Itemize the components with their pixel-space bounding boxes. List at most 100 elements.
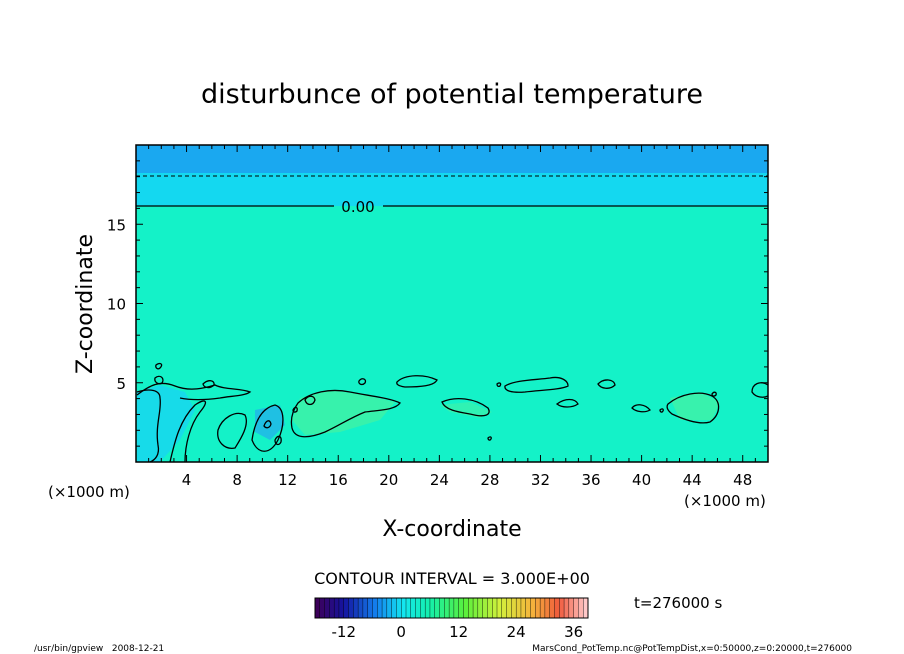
colorbar-cell (343, 597, 350, 619)
colorbar-tick-label: 24 (507, 623, 526, 641)
colorbar-tick-label: 36 (564, 623, 583, 641)
x-tick-label: 44 (683, 471, 702, 489)
footer-right: MarsCond_PotTemp.nc@PotTempDist,x=0:5000… (532, 644, 852, 654)
x-tick-label: 16 (329, 471, 348, 489)
colorbar-cell (535, 597, 541, 619)
colorbar-ticks: -12 0 12 24 36 (331, 623, 583, 641)
colorbar-cell (381, 597, 388, 619)
chart-title: disturbunce of potential temperature (201, 79, 703, 110)
colorbar-cell (568, 597, 575, 619)
colorbar-cell (511, 597, 517, 619)
colorbar-tick-label: -12 (331, 623, 356, 641)
colorbar-cell (329, 597, 335, 619)
colorbar (314, 597, 589, 619)
colorbar-cell (324, 597, 330, 619)
colorbar-cell (453, 597, 460, 619)
colorbar-cell (520, 597, 527, 619)
colorbar-cell (496, 597, 503, 619)
colorbar-cell (578, 597, 584, 619)
time-label: t=276000 s (634, 594, 722, 612)
colorbar-cell (492, 597, 498, 619)
warm-patch-2 (440, 402, 492, 418)
contour-loop-h (358, 378, 367, 386)
warm-patch-3 (670, 392, 720, 420)
colorbar-cell (515, 597, 522, 619)
contour-loop-f (304, 395, 316, 406)
contours (136, 175, 769, 463)
contour-warm-3 (666, 392, 720, 424)
x-tick-label: 4 (182, 471, 192, 489)
contour-top-left (136, 382, 252, 401)
colorbar-tick-label: 12 (449, 623, 468, 641)
contour-warm-2 (441, 397, 490, 417)
contour-loop-a (217, 412, 247, 449)
colorbar-cell (472, 597, 479, 619)
contour-loop-k (496, 382, 502, 388)
y-tick-label: 5 (116, 375, 126, 393)
contour-loop-n (597, 379, 616, 389)
colorbar-cell (353, 597, 359, 619)
contour-left-edge (136, 389, 162, 463)
colorbar-cell (372, 597, 378, 619)
colorbar-cell (506, 597, 512, 619)
x-tick-label: 40 (632, 471, 651, 489)
contour-loop-e (202, 380, 215, 389)
colorbar-cell (444, 597, 450, 619)
colorbar-cell (333, 597, 340, 619)
colorbar-cell (401, 597, 407, 619)
colorbar-cell (530, 597, 536, 619)
y-tick-label: 10 (107, 296, 126, 314)
y-tick-label: 15 (107, 216, 126, 234)
plot-area: 0.00 (135, 144, 769, 463)
colorbar-cell (420, 597, 426, 619)
colorbar-cell (410, 597, 417, 619)
footer-left: /usr/bin/gpview 2008-12-21 (34, 644, 164, 654)
contour-loop-j (487, 436, 492, 441)
colorbar-cell (396, 597, 402, 619)
x-tick-label: 24 (430, 471, 449, 489)
colorbar-cell (539, 597, 546, 619)
y-unit-label: (×1000 m) (684, 492, 766, 510)
colorbar-cell (448, 597, 455, 619)
contour-loop-o (631, 404, 651, 413)
colorbar-cell (563, 597, 570, 619)
warm-patch-1 (292, 390, 395, 435)
colorbar-cell (482, 597, 488, 619)
colorbar-cell (434, 597, 441, 619)
colorbar-cell (429, 597, 436, 619)
contour-warm-1 (290, 389, 401, 438)
colorbar-cell (463, 597, 469, 619)
colorbar-cell (458, 597, 464, 619)
colorbar-cell (544, 597, 551, 619)
colorbar-tick-label: 0 (396, 623, 406, 641)
colorbar-cell (367, 597, 373, 619)
colorbar-cell (439, 597, 445, 619)
colorbar-cell (314, 597, 321, 619)
colorbar-cell (487, 597, 493, 619)
colorbar-cell (468, 597, 474, 619)
contour-loop-m (555, 398, 579, 408)
x-tick-label: 36 (581, 471, 600, 489)
colorbar-cell (501, 597, 508, 619)
contour-loop-c (263, 420, 272, 429)
colorbar-cell (377, 597, 383, 619)
colorbar-cell (415, 597, 421, 619)
colorbar-cell (348, 597, 354, 619)
contour-loop-b (251, 404, 284, 452)
colorbar-cell (391, 597, 397, 619)
contour-loop-l (504, 376, 569, 393)
colorbar-cell (424, 597, 431, 619)
colorbar-cell (549, 597, 555, 619)
x-tick-label: 8 (232, 471, 242, 489)
colorbar-cell (338, 597, 345, 619)
x-axis: 4 8 12 16 20 24 28 32 36 40 44 48 (148, 145, 756, 489)
contour-loop-d (274, 435, 282, 446)
colorbar-cell (477, 597, 484, 619)
colorbar-cell (319, 597, 326, 619)
contour-left-lobe (169, 400, 207, 463)
colorbar-cell (559, 597, 565, 619)
x-tick-label: 12 (278, 471, 297, 489)
colorbar-cell (362, 597, 369, 619)
contour-label: 0.00 (341, 198, 374, 216)
